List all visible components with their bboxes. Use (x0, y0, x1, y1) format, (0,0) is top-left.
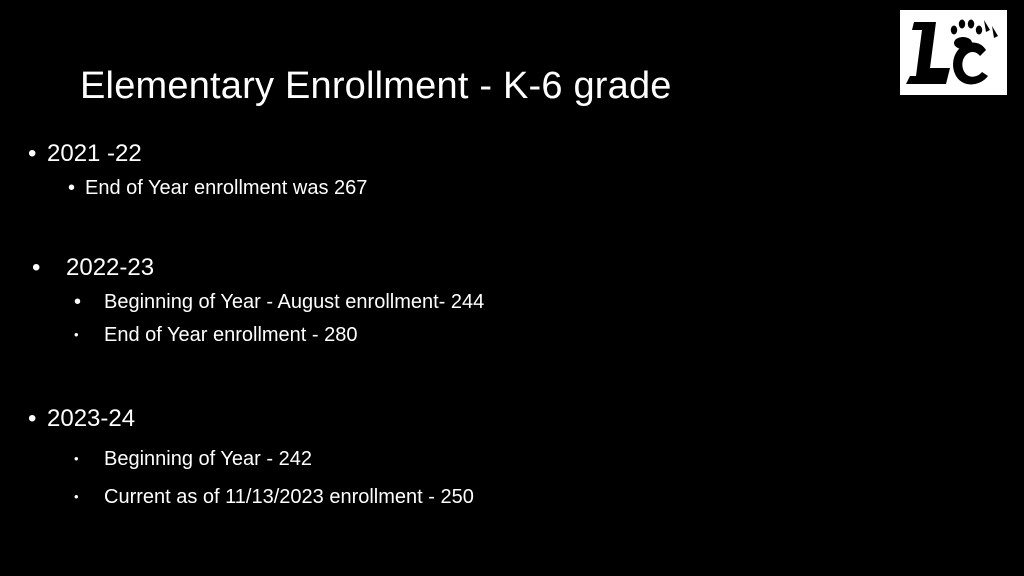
section-item-text: End of Year enrollment was 267 (85, 177, 368, 199)
bullet: • (28, 140, 37, 167)
bullet: • (74, 291, 82, 313)
bullet: • (28, 405, 37, 432)
bullet: • (74, 489, 79, 504)
section-item-text: Beginning of Year - August enrollment- 2… (104, 291, 485, 313)
slide-title: Elementary Enrollment - K-6 grade (80, 65, 672, 107)
section-item-text: Beginning of Year - 242 (104, 448, 312, 470)
section-item-text: End of Year enrollment - 280 (104, 324, 358, 346)
bullet: • (74, 327, 79, 342)
section-year-label: 2023-24 (47, 405, 136, 432)
section-year-label: 2021 -22 (47, 140, 142, 167)
bullet: • (74, 451, 79, 466)
school-logo-paw-icon (906, 19, 998, 85)
bullet: • (32, 254, 41, 281)
school-logo (900, 10, 1007, 95)
section-year-label: 2022-23 (66, 254, 155, 281)
bullet: • (68, 177, 76, 199)
section-item-text: Current as of 11/13/2023 enrollment - 25… (104, 486, 474, 508)
